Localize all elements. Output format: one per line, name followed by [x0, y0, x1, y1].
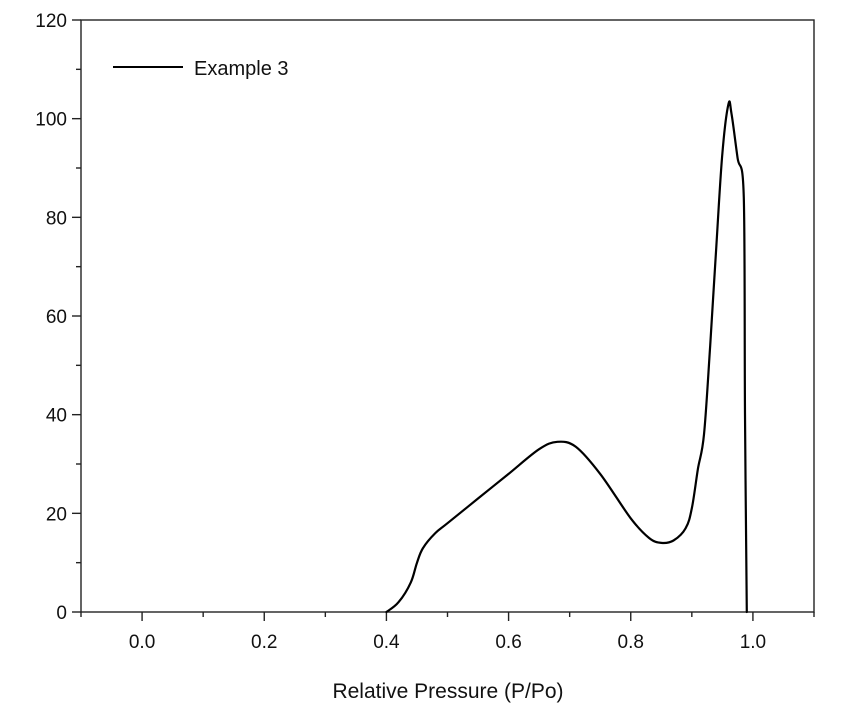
series-group [385, 100, 748, 614]
y-axis-ticks [72, 19, 81, 613]
x-tick-label: 1.0 [740, 632, 766, 653]
x-axis-tick-labels: 0.0 0.2 0.4 0.6 0.8 1.0 [129, 632, 766, 653]
y-tick-label: 60 [46, 307, 67, 328]
y-tick-label: 80 [46, 208, 67, 229]
legend-label-example-3: Example 3 [194, 58, 289, 80]
y-tick-label: 120 [35, 11, 67, 32]
series-line-example-3 [385, 100, 748, 614]
x-tick-label: 0.0 [129, 632, 155, 653]
y-tick-label: 40 [46, 406, 67, 427]
legend: Example 3 [113, 58, 289, 80]
y-tick-label: 100 [35, 110, 67, 131]
x-tick-label: 0.2 [251, 632, 277, 653]
x-axis-ticks [80, 612, 815, 621]
y-tick-label: 20 [46, 504, 67, 525]
x-tick-label: 0.4 [373, 632, 400, 653]
y-axis-tick-labels: 0 20 40 60 80 100 120 [35, 11, 67, 624]
x-axis-title: Relative Pressure (P/Po) [332, 680, 563, 703]
y-tick-label: 0 [56, 603, 67, 624]
x-tick-label: 0.6 [495, 632, 521, 653]
x-tick-label: 0.8 [618, 632, 644, 653]
